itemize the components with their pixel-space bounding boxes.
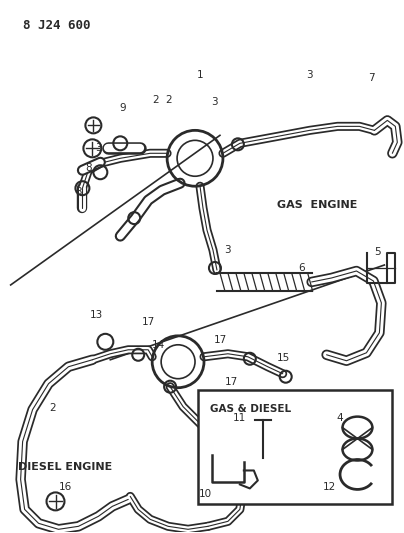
Text: 5: 5 — [374, 247, 381, 257]
Text: DIESEL ENGINE: DIESEL ENGINE — [18, 463, 113, 472]
Text: 8 J24 600: 8 J24 600 — [23, 19, 90, 31]
Text: 3: 3 — [75, 187, 82, 197]
Text: 10: 10 — [198, 489, 212, 499]
Text: 3: 3 — [225, 245, 231, 255]
Text: 3: 3 — [95, 143, 102, 154]
Text: 17: 17 — [225, 377, 238, 387]
Text: 17: 17 — [213, 335, 227, 345]
Text: 2: 2 — [152, 95, 158, 106]
Text: 11: 11 — [233, 413, 246, 423]
Text: 12: 12 — [323, 482, 336, 492]
Text: 2: 2 — [165, 95, 171, 106]
Text: 3: 3 — [306, 70, 313, 80]
Text: 17: 17 — [141, 317, 155, 327]
Text: 4: 4 — [336, 413, 343, 423]
Text: 16: 16 — [59, 482, 72, 492]
Text: 3: 3 — [212, 98, 218, 108]
Text: 13: 13 — [90, 310, 103, 320]
Text: 6: 6 — [298, 263, 305, 273]
Text: 9: 9 — [119, 103, 126, 114]
Text: 8: 8 — [85, 163, 92, 173]
Text: GAS  ENGINE: GAS ENGINE — [278, 200, 358, 210]
Text: 14: 14 — [152, 340, 165, 350]
Text: GAS & DIESEL: GAS & DIESEL — [210, 403, 291, 414]
Text: 2: 2 — [49, 402, 56, 413]
Bar — [198, 390, 392, 504]
Text: 7: 7 — [368, 74, 375, 84]
Text: 15: 15 — [277, 353, 290, 363]
Text: 1: 1 — [197, 70, 203, 80]
